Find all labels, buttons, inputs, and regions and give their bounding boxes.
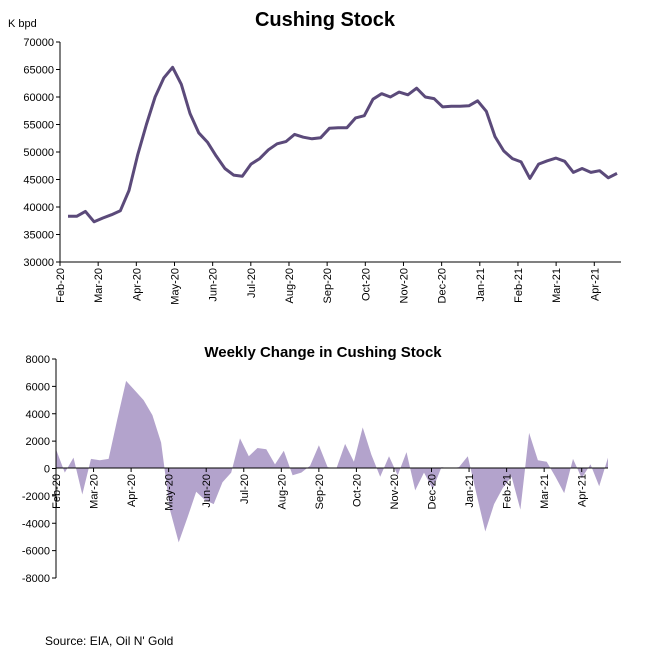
x-tick-label: Jun-20 xyxy=(208,268,220,302)
y-tick-label: 70000 xyxy=(23,37,54,49)
x-tick-label: Jan-21 xyxy=(475,268,487,302)
x-tick-label: Feb-21 xyxy=(513,268,525,303)
x-tick-label: Oct-20 xyxy=(351,474,363,507)
x-tick-label: Jul-20 xyxy=(239,474,251,504)
x-tick-label: Dec-20 xyxy=(437,268,449,303)
y-tick-label: 65000 xyxy=(23,65,54,77)
x-tick-label: Apr-20 xyxy=(126,474,138,507)
y-tick-label: -2000 xyxy=(22,491,50,503)
area-group xyxy=(56,380,608,543)
y-tick-label: -8000 xyxy=(22,573,50,585)
y-tick-label: 55000 xyxy=(23,120,54,132)
x-tick-label: Oct-20 xyxy=(360,268,372,301)
x-tick-label: Mar-21 xyxy=(539,474,551,509)
x-tick-label: Apr-20 xyxy=(131,268,143,301)
series-line-group xyxy=(68,65,618,224)
y-tick-label: 2000 xyxy=(26,436,50,448)
axes: 30000 35000 40000 45000 50000 55000 60000 65000… xyxy=(23,37,621,305)
chart-title: Weekly Change in Cushing Stock xyxy=(204,344,442,361)
y-tick-label: -4000 xyxy=(22,518,50,530)
x-tick-label: Dec-20 xyxy=(427,474,439,509)
x-tick-label: Feb-20 xyxy=(51,474,63,509)
y-axis-label: K bpd xyxy=(8,18,37,30)
x-tick-label: Nov-20 xyxy=(389,474,401,509)
y-tick-label: 0 xyxy=(44,464,50,476)
cushing-stock-chart: Cushing Stock K bpd 30000 35000 40000 45000… xyxy=(8,9,621,305)
y-tick-label: 8000 xyxy=(26,354,50,366)
y-tick-label: 30000 xyxy=(23,257,54,269)
x-tick-label: Jul-20 xyxy=(246,268,258,298)
x-tick-label: Mar-20 xyxy=(93,268,105,303)
y-tick-label: 6000 xyxy=(26,381,50,393)
y-tick-label: 60000 xyxy=(23,92,54,104)
x-tick-label: Feb-20 xyxy=(55,268,67,303)
x-tick-label: Apr-21 xyxy=(577,474,589,507)
x-tick-label: Jun-20 xyxy=(201,474,213,508)
x-tick-label: Feb-21 xyxy=(502,474,514,509)
y-tick-label: -6000 xyxy=(22,546,50,558)
x-tick-label: Jan-21 xyxy=(464,474,476,508)
x-tick-label: Mar-21 xyxy=(551,268,563,303)
area-fill xyxy=(56,380,608,543)
x-tick-label: Aug-20 xyxy=(276,474,288,509)
chart-title: Cushing Stock xyxy=(255,9,396,31)
source-note: Source: EIA, Oil N' Gold xyxy=(45,634,174,648)
y-tick-label: 50000 xyxy=(23,147,54,159)
y-tick-label: 4000 xyxy=(26,409,50,421)
x-tick-label: Aug-20 xyxy=(284,268,296,303)
y-tick-label: 45000 xyxy=(23,175,54,187)
x-tick-label: Apr-21 xyxy=(589,268,601,301)
x-tick-label: Sep-20 xyxy=(322,268,334,303)
y-tick-label: 35000 xyxy=(23,230,54,242)
x-tick-label: Nov-20 xyxy=(398,268,410,303)
x-tick-label: May-20 xyxy=(164,474,176,511)
x-tick-label: Sep-20 xyxy=(314,474,326,509)
x-tick-label: Mar-20 xyxy=(89,474,101,509)
axes: -8000 -6000 -4000 -2000 0 2000 4000 6000 8000 Feb… xyxy=(22,354,608,585)
series-line xyxy=(68,65,618,224)
y-tick-label: 40000 xyxy=(23,202,54,214)
x-tick-label: May-20 xyxy=(169,268,181,305)
